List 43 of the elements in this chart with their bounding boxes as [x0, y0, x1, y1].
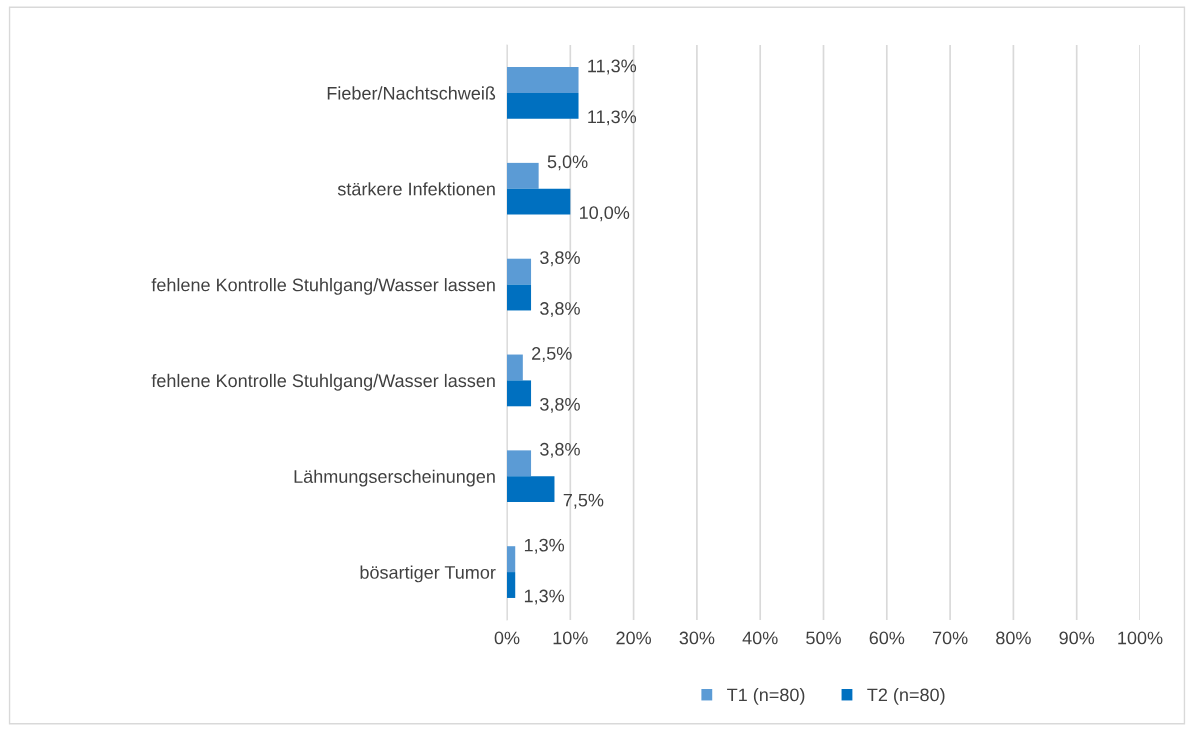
x-tick-label: 30% — [679, 631, 715, 645]
data-label: 3,8% — [540, 442, 580, 458]
x-tick-label: 80% — [996, 631, 1031, 645]
legend-label: T1 (n=80) — [727, 688, 805, 705]
data-label: 11,3% — [588, 110, 637, 126]
data-label: 3,8% — [540, 302, 580, 317]
bar — [507, 450, 532, 477]
bar — [507, 284, 532, 311]
bar — [507, 188, 571, 215]
data-label: 3,8% — [540, 251, 580, 267]
data-label: 10,0% — [580, 206, 630, 222]
x-tick-label: 100% — [1118, 631, 1163, 645]
data-label: 1,3% — [524, 589, 565, 605]
x-tick-label: 70% — [932, 631, 968, 645]
x-tick-label: 10% — [553, 631, 588, 645]
x-tick-label: 90% — [1059, 631, 1095, 645]
x-tick-label: 0% — [494, 631, 520, 645]
data-label: 2,5% — [532, 347, 572, 362]
bar — [507, 354, 523, 381]
x-tick-label: 40% — [742, 631, 778, 645]
y-tick-label: Lähmungserscheinungen — [294, 469, 495, 487]
x-tick-label: 60% — [869, 631, 905, 645]
bar — [507, 546, 516, 573]
data-label: 1,3% — [524, 538, 565, 554]
bar — [507, 67, 579, 93]
y-tick-label: fehlene Kontrolle Stuhlgang/Wasser lassen — [151, 278, 495, 295]
x-tick-label: 20% — [616, 631, 652, 645]
y-tick-label: stärkere Infektionen — [337, 182, 495, 196]
bar — [507, 380, 532, 407]
y-tick-label: fehlene Kontrolle Stuhlgang/Wasser lassen — [151, 373, 495, 391]
bar — [507, 162, 539, 189]
bar — [507, 572, 516, 598]
bar — [507, 92, 579, 119]
bar — [507, 258, 532, 285]
y-tick-label: bösartiger Tumor — [360, 565, 496, 583]
data-label: 7,5% — [563, 493, 604, 509]
bar — [507, 476, 555, 503]
legend-label: T2 (n=80) — [867, 688, 945, 705]
data-label: 5,0% — [547, 155, 588, 171]
data-label: 11,3% — [588, 59, 637, 75]
x-tick-label: 50% — [806, 631, 841, 645]
data-label: 3,8% — [540, 397, 580, 413]
y-tick-label: Fieber/Nachtschweiß — [327, 86, 496, 100]
